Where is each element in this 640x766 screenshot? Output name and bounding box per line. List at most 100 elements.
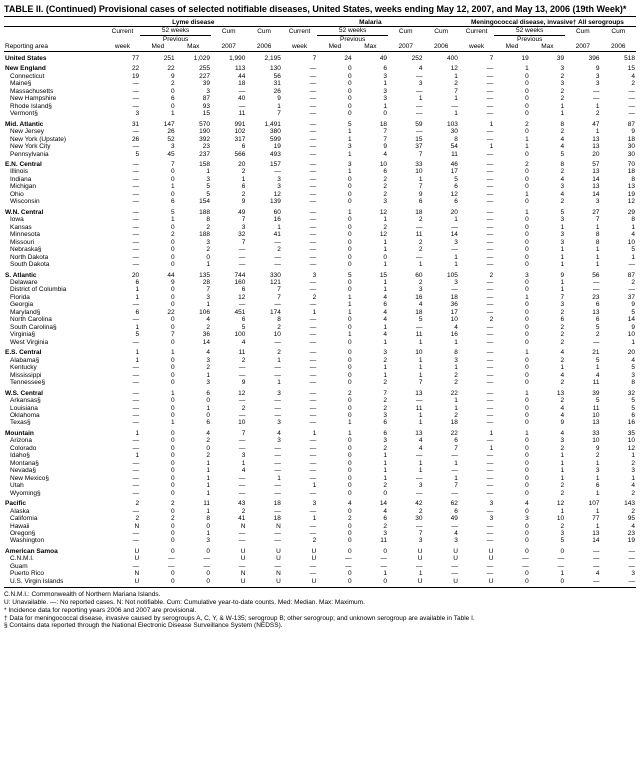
data-cell: 2 [246,324,281,331]
data-cell: 3 [601,570,636,577]
data-cell: 2 [565,110,600,117]
data-cell: 0 [494,397,529,404]
data-cell: N [105,523,140,530]
data-cell: 13 [388,387,423,397]
data-cell: — [211,103,246,110]
data-cell: 0 [317,95,352,102]
data-cell: — [459,357,494,364]
table-row: South Dakota—01———0111—011— [4,261,636,268]
data-cell: 15 [176,110,211,117]
data-cell: 2 [530,95,565,102]
data-cell: 2 [530,88,565,95]
data-cell: — [282,231,317,238]
data-cell: 3 [211,452,246,459]
data-cell: — [282,379,317,386]
data-cell: — [105,80,140,87]
data-cell: — [459,158,494,168]
data-cell: 6 [211,143,246,150]
data-cell: 6 [105,279,140,286]
data-cell: 451 [211,309,246,316]
data-cell: 7 [565,216,600,223]
data-cell: 4 [601,73,636,80]
data-cell: 9 [246,95,281,102]
data-cell: U [388,578,423,588]
data-cell: 9 [140,279,175,286]
data-cell: 7 [388,379,423,386]
data-cell: — [601,110,636,117]
area-cell: Iowa [4,216,105,223]
data-cell: 0 [494,545,529,555]
data-cell: 1 [140,387,175,397]
data-cell: — [105,198,140,205]
data-cell: — [105,475,140,482]
data-cell: 1 [423,364,458,371]
data-cell: 1 [423,475,458,482]
data-cell: 3 [140,143,175,150]
data-cell: — [105,419,140,426]
data-cell: — [105,128,140,135]
data-cell: 2 [140,80,175,87]
data-cell: 6 [353,62,388,72]
data-cell: 7 [140,331,175,338]
data-cell: — [211,254,246,261]
data-cell: 1 [388,364,423,371]
hdr-prev52: 52 weeks [140,27,211,35]
data-cell: — [353,563,388,570]
data-cell: — [423,452,458,459]
data-cell: 20 [211,158,246,168]
data-cell: 6 [105,309,140,316]
data-cell: 22 [140,309,175,316]
data-cell: 3 [530,80,565,87]
data-cell: 0 [494,437,529,444]
data-cell: 0 [317,412,352,419]
data-cell: 42 [388,497,423,507]
area-cell: Florida [4,294,105,301]
data-cell: N [246,523,281,530]
data-cell: 77 [105,51,140,62]
data-cell: 7 [353,387,388,397]
data-cell: 1 [388,95,423,102]
table-row: Pennsylvania545237566493—14711—052030 [4,151,636,158]
data-cell: 1 [494,62,529,72]
table-title: TABLE II. (Continued) Provisional cases … [4,4,636,14]
data-cell: 0 [140,261,175,268]
data-cell: 18 [246,497,281,507]
data-cell: 1 [353,239,388,246]
data-cell: 1 [388,176,423,183]
data-cell: 0 [494,80,529,87]
data-cell: 0 [176,523,211,530]
data-cell: — [459,452,494,459]
data-cell: 3 [530,530,565,537]
data-cell: — [105,95,140,102]
data-cell: — [282,387,317,397]
data-cell: 44 [140,269,175,279]
data-cell: 1 [601,254,636,261]
data-cell: — [459,331,494,338]
table-row: S. Atlantic20441357443303515601052395687 [4,269,636,279]
data-cell: — [105,387,140,397]
data-cell: 0 [140,452,175,459]
data-cell: 1 [282,515,317,522]
data-cell: 3 [423,357,458,364]
data-cell: 30 [388,515,423,522]
data-cell: 5 [388,316,423,323]
data-cell: 4 [530,412,565,419]
table-row: Maryland§6221064511741141817—02135 [4,309,636,316]
table-row: Puerto RicoN00NN—011——0143 [4,570,636,577]
data-cell: 18 [423,419,458,426]
data-cell: — [282,490,317,497]
col-header: Max [530,43,565,51]
data-cell: 1 [530,279,565,286]
data-cell: 13 [388,427,423,437]
data-cell: 1,491 [246,118,281,128]
data-cell: 0 [317,231,352,238]
data-cell: 1 [353,216,388,223]
data-table: Lyme disease Malaria Meningococcal disea… [4,16,636,588]
data-cell: 1 [317,168,352,175]
data-cell: 6 [565,301,600,308]
data-cell: 9 [601,324,636,331]
data-cell: — [246,460,281,467]
data-cell: 599 [246,136,281,143]
data-cell: 2 [530,482,565,489]
data-cell: — [459,261,494,268]
